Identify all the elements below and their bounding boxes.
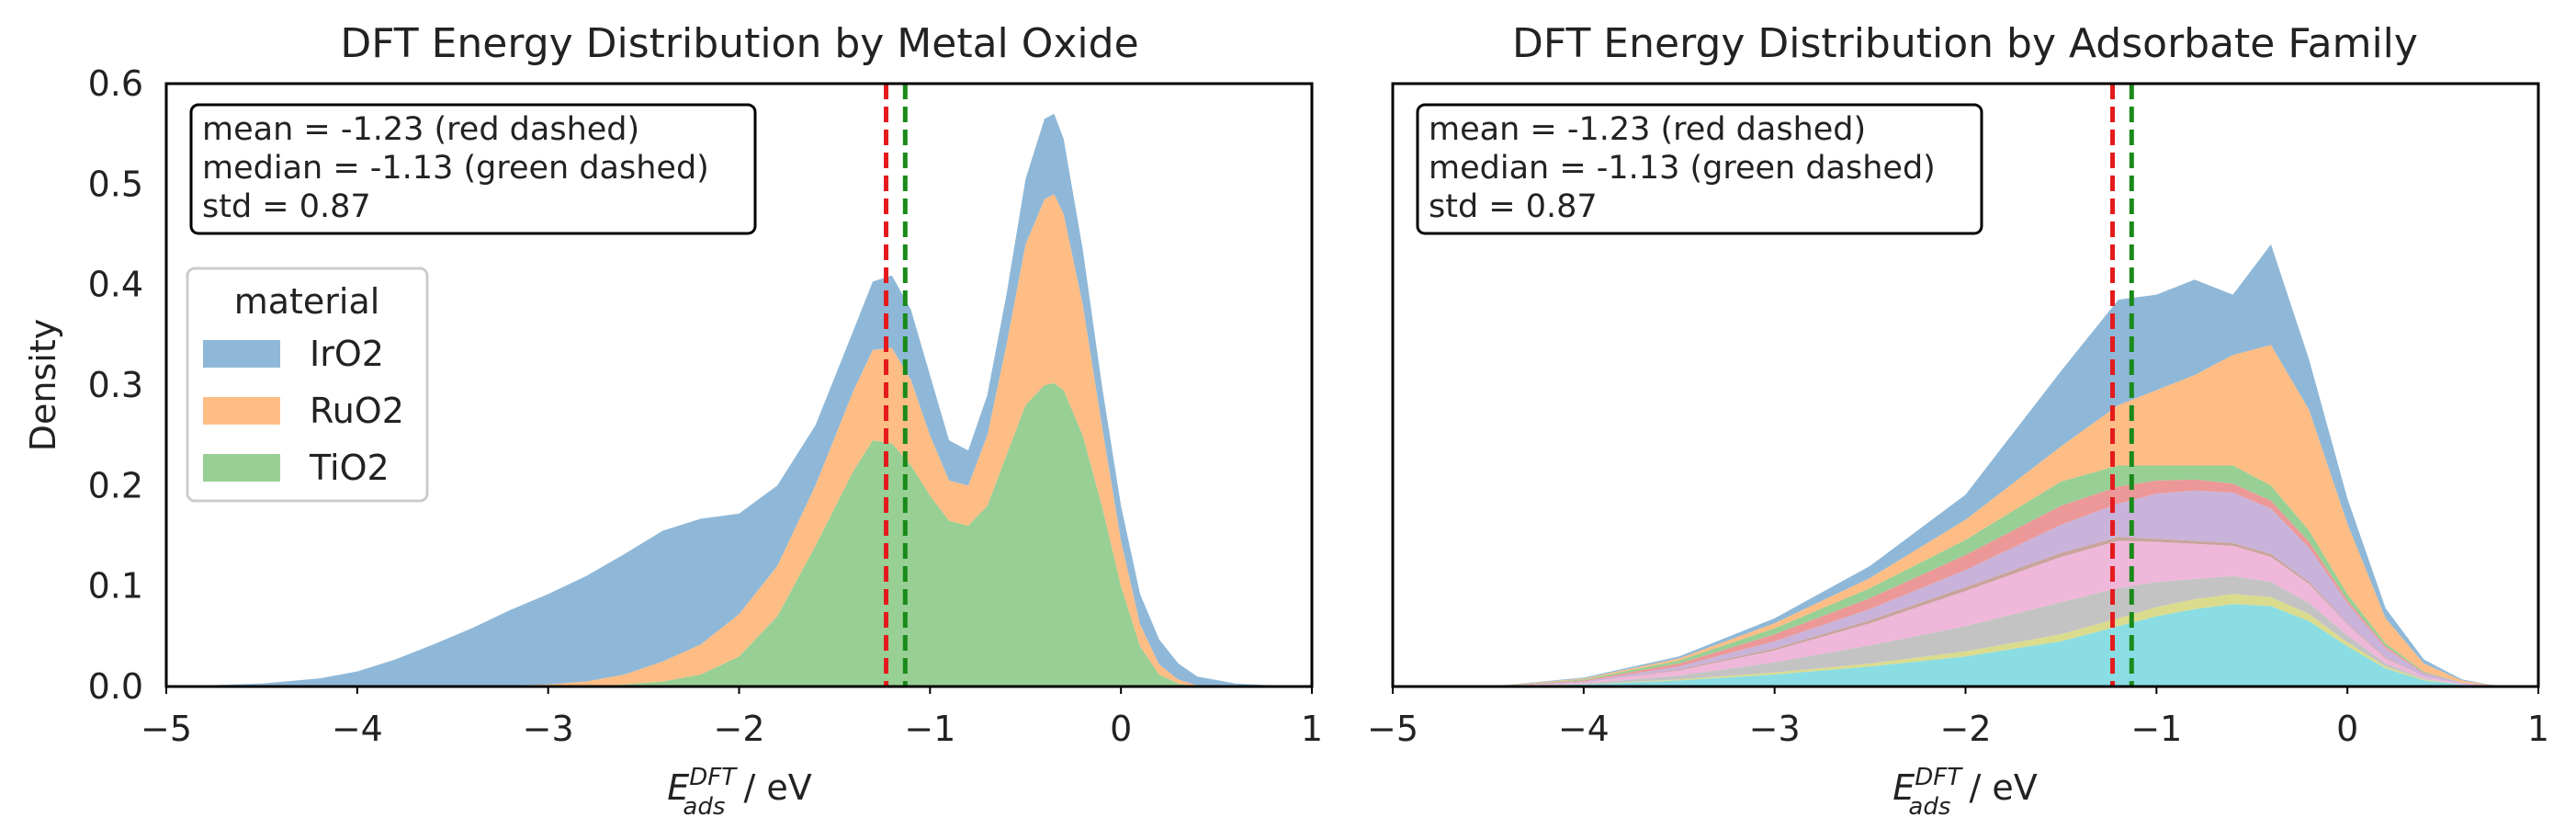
y-tick-label: 0.0: [88, 666, 143, 707]
y-tick-label: 0.4: [88, 265, 143, 305]
series-5-area: [1487, 490, 2538, 687]
x-axis-label: EDFT ads / eV: [1892, 764, 2037, 821]
series-0-area: [1487, 604, 2538, 687]
chart-right: DFT Energy Distribution by Adsorbate Fam…: [1367, 20, 2549, 821]
x-axis-label-sup: DFT: [689, 764, 738, 791]
y-tick-label: 0.1: [88, 566, 143, 607]
stats-box: [1416, 103, 1983, 235]
legend-label-ruo2: RuO2: [310, 391, 404, 431]
x-tick-label: 0: [2336, 709, 2358, 749]
stats-std: std = 0.87: [1429, 188, 1598, 225]
x-tick-label: 0: [1110, 709, 1132, 749]
y-tick-label: 0.5: [88, 164, 143, 204]
y-axis-ticks: 0.0 0.1 0.2 0.3 0.4 0.5 0.6: [88, 63, 143, 707]
series-8-area: [1487, 345, 2538, 687]
legend-label-iro2: IrO2: [310, 334, 384, 374]
x-axis-label-base: E: [667, 767, 689, 808]
y-axis-label: Density: [23, 319, 63, 451]
legend-box: [186, 267, 429, 503]
legend-title: material: [234, 281, 380, 322]
stats-std: std = 0.87: [202, 188, 371, 225]
x-axis-ticks: −5 −4 −3 −2 −1 0 1: [1367, 687, 2549, 749]
legend-swatch-iro2: [203, 340, 280, 368]
series-3-area: [1487, 540, 2538, 687]
x-axis-label-base: E: [1892, 767, 1915, 808]
stats-annotation: mean = -1.23 (red dashed) median = -1.13…: [1416, 103, 1983, 235]
iro2-area: [204, 113, 1313, 687]
x-tick-label: −5: [1367, 709, 1418, 749]
reference-lines: [884, 84, 908, 687]
legend: material IrO2 RuO2 TiO2: [186, 267, 429, 503]
x-tick-label: 1: [1301, 709, 1323, 749]
legend-label-tio2: TiO2: [309, 448, 390, 488]
legend-entries: IrO2 RuO2 TiO2: [203, 334, 404, 488]
x-axis-label-sub: ads: [1908, 793, 1950, 821]
x-tick-label: −1: [904, 709, 955, 749]
legend-swatch-tio2: [203, 454, 280, 482]
stats-annotation: mean = -1.23 (red dashed) median = -1.13…: [189, 103, 757, 235]
x-tick-label: −4: [1558, 709, 1610, 749]
y-tick-label: 0.3: [88, 365, 143, 405]
series-areas: [204, 113, 1313, 687]
reference-lines: [2110, 84, 2134, 687]
series-9-area: [1487, 244, 2538, 687]
x-axis-label-unit: / eV: [732, 767, 811, 808]
ruo2-area: [204, 194, 1313, 687]
stats-box: [189, 103, 757, 235]
x-tick-label: −3: [523, 709, 574, 749]
x-tick-label: −3: [1749, 709, 1801, 749]
y-tick-label: 0.6: [88, 63, 143, 104]
x-tick-label: −5: [141, 709, 192, 749]
stats-mean: mean = -1.23 (red dashed): [1429, 111, 1866, 148]
x-tick-label: −4: [332, 709, 383, 749]
chart-title: DFT Energy Distribution by Adsorbate Fam…: [1512, 20, 2418, 67]
stats-mean: mean = -1.23 (red dashed): [202, 111, 639, 148]
y-tick-label: 0.2: [88, 465, 143, 505]
x-tick-label: −2: [713, 709, 764, 749]
tio2-area: [204, 382, 1313, 687]
series-2-area: [1487, 575, 2538, 687]
stats-median: median = -1.13 (green dashed): [1429, 150, 1936, 187]
x-axis-ticks: −5 −4 −3 −2 −1 0 1: [141, 687, 1323, 749]
x-axis-label: EDFT ads / eV: [667, 764, 811, 821]
chart-left: DFT Energy Distribution by Metal Oxide −…: [23, 20, 1323, 821]
x-axis-label-sup: DFT: [1915, 764, 1963, 791]
x-tick-label: 1: [2527, 709, 2549, 749]
stats-median: median = -1.13 (green dashed): [202, 150, 709, 187]
x-tick-label: −2: [1939, 709, 1991, 749]
x-axis-label-sub: ads: [683, 793, 725, 821]
x-axis-label-unit: / eV: [1958, 767, 2037, 808]
x-tick-label: −1: [2130, 709, 2182, 749]
chart-title: DFT Energy Distribution by Metal Oxide: [340, 20, 1138, 67]
legend-swatch-ruo2: [203, 397, 280, 425]
series-areas: [1487, 244, 2538, 687]
